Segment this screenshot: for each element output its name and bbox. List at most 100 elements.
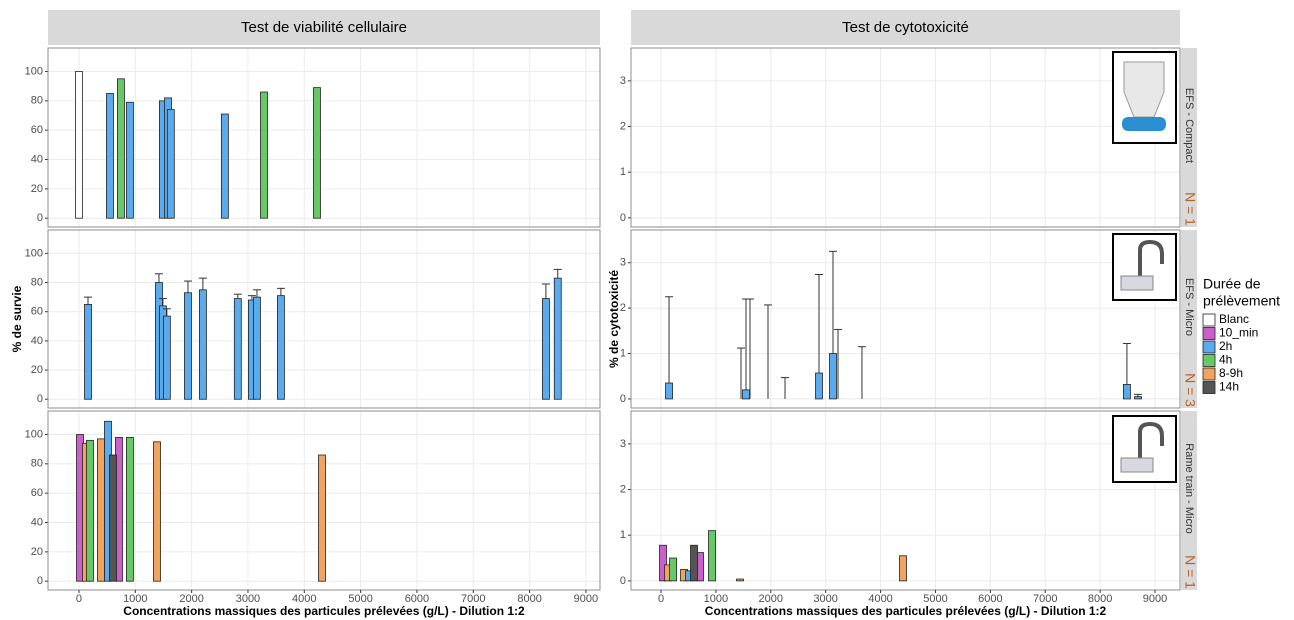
bar — [86, 439, 94, 582]
y-tick-label: 60 — [31, 124, 43, 136]
y-tick-label: 40 — [31, 516, 43, 528]
legend-title: Durée de — [1203, 276, 1261, 292]
x-tick-label: 4000 — [292, 593, 316, 605]
y-tick-label: 20 — [31, 364, 43, 376]
legend-label: 8-9h — [1219, 366, 1243, 380]
y-tick-label: 20 — [31, 546, 43, 558]
panel-border — [630, 410, 1181, 591]
x-tick-label: 2000 — [179, 593, 203, 605]
panel — [631, 230, 1180, 408]
bar — [153, 441, 161, 582]
error-bar — [828, 250, 837, 354]
x-tick-label: 1000 — [123, 593, 147, 605]
bar — [665, 382, 673, 400]
y-tick-label: 60 — [31, 306, 43, 318]
bar — [97, 438, 105, 582]
bar — [126, 437, 134, 582]
facet-label: Rame train - Micro — [1183, 443, 1195, 533]
panel — [48, 48, 600, 227]
panel-border — [47, 229, 601, 409]
legend-label: 2h — [1219, 339, 1232, 353]
facet-strip — [1181, 230, 1197, 408]
facet-label: EFS - Micro — [1183, 278, 1195, 336]
chart-title: Test de cytotoxicité — [842, 19, 969, 36]
error-bar — [1122, 343, 1131, 385]
legend-swatch — [1202, 327, 1216, 340]
panel — [48, 230, 600, 408]
error-bar — [233, 293, 242, 299]
x-tick-label: 3000 — [236, 593, 260, 605]
bar — [106, 93, 114, 219]
error-bar — [276, 287, 285, 296]
device-icon — [1122, 117, 1166, 131]
x-tick-label: 2000 — [759, 593, 783, 605]
x-tick-label: 1000 — [704, 593, 728, 605]
y-tick-label: 0 — [620, 393, 626, 405]
error-bar — [833, 328, 842, 399]
x-tick-label: 8000 — [517, 593, 541, 605]
y-tick-label: 2 — [620, 483, 626, 495]
strip — [631, 10, 1180, 45]
x-tick-label: 0 — [658, 593, 664, 605]
y-tick-label: 40 — [31, 153, 43, 165]
error-bar — [665, 296, 674, 384]
y-tick-label: 3 — [620, 438, 626, 450]
error-bar — [736, 347, 745, 399]
y-tick-label: 1 — [620, 166, 626, 178]
chart-title: Test de viabilité cellulaire — [241, 19, 407, 36]
bar — [126, 101, 134, 219]
device-images — [1112, 51, 1177, 483]
y-tick-label: 1 — [620, 529, 626, 541]
facet-n: N = 1 — [1182, 555, 1198, 589]
bar — [75, 71, 83, 219]
x-tick-label: 9000 — [1143, 593, 1167, 605]
x-tick-label: 7000 — [461, 593, 485, 605]
legend-label: 14h — [1219, 380, 1239, 394]
x-tick-label: 5000 — [923, 593, 947, 605]
error-bar — [781, 377, 790, 399]
x-axis-title: Concentrations massiques des particules … — [123, 604, 525, 618]
x-tick-label: 6000 — [405, 593, 429, 605]
bar — [233, 298, 242, 400]
bar — [899, 555, 907, 582]
bar — [318, 454, 326, 582]
bar — [84, 304, 92, 400]
bar — [166, 109, 175, 219]
bar — [184, 292, 192, 400]
panel-border — [47, 47, 601, 228]
error-bar — [857, 346, 866, 399]
bar — [117, 78, 125, 219]
error-bar — [553, 268, 562, 279]
bar — [198, 289, 207, 400]
bar — [253, 296, 261, 400]
x-axis-title: Concentrations massiques des particules … — [705, 604, 1107, 618]
y-tick-label: 60 — [31, 487, 43, 499]
bar — [109, 454, 117, 582]
error-bar — [814, 274, 823, 374]
x-tick-label: 3000 — [813, 593, 837, 605]
y-tick-label: 0 — [620, 575, 626, 587]
error-bar — [83, 296, 92, 305]
y-tick-label: 1 — [620, 347, 626, 359]
bar — [260, 91, 268, 219]
y-tick-label: 2 — [620, 302, 626, 314]
y-tick-label: 20 — [31, 183, 43, 195]
y-tick-label: 0 — [37, 393, 43, 405]
bar — [708, 530, 716, 582]
error-bar — [541, 283, 550, 299]
x-tick-label: 7000 — [1033, 593, 1057, 605]
device-icon — [1120, 457, 1154, 473]
error-bar — [1133, 393, 1142, 397]
error-bar — [745, 298, 754, 399]
error-bar — [183, 280, 192, 293]
y-tick-label: 0 — [37, 212, 43, 224]
legend-swatch — [1202, 381, 1216, 394]
x-tick-label: 6000 — [978, 593, 1002, 605]
device-icon — [1138, 421, 1164, 462]
bar — [690, 544, 698, 582]
y-tick-label: 80 — [31, 458, 43, 470]
y-tick-label: 100 — [25, 247, 43, 259]
y-tick-label: 2 — [620, 120, 626, 132]
y-tick-label: 80 — [31, 95, 43, 107]
